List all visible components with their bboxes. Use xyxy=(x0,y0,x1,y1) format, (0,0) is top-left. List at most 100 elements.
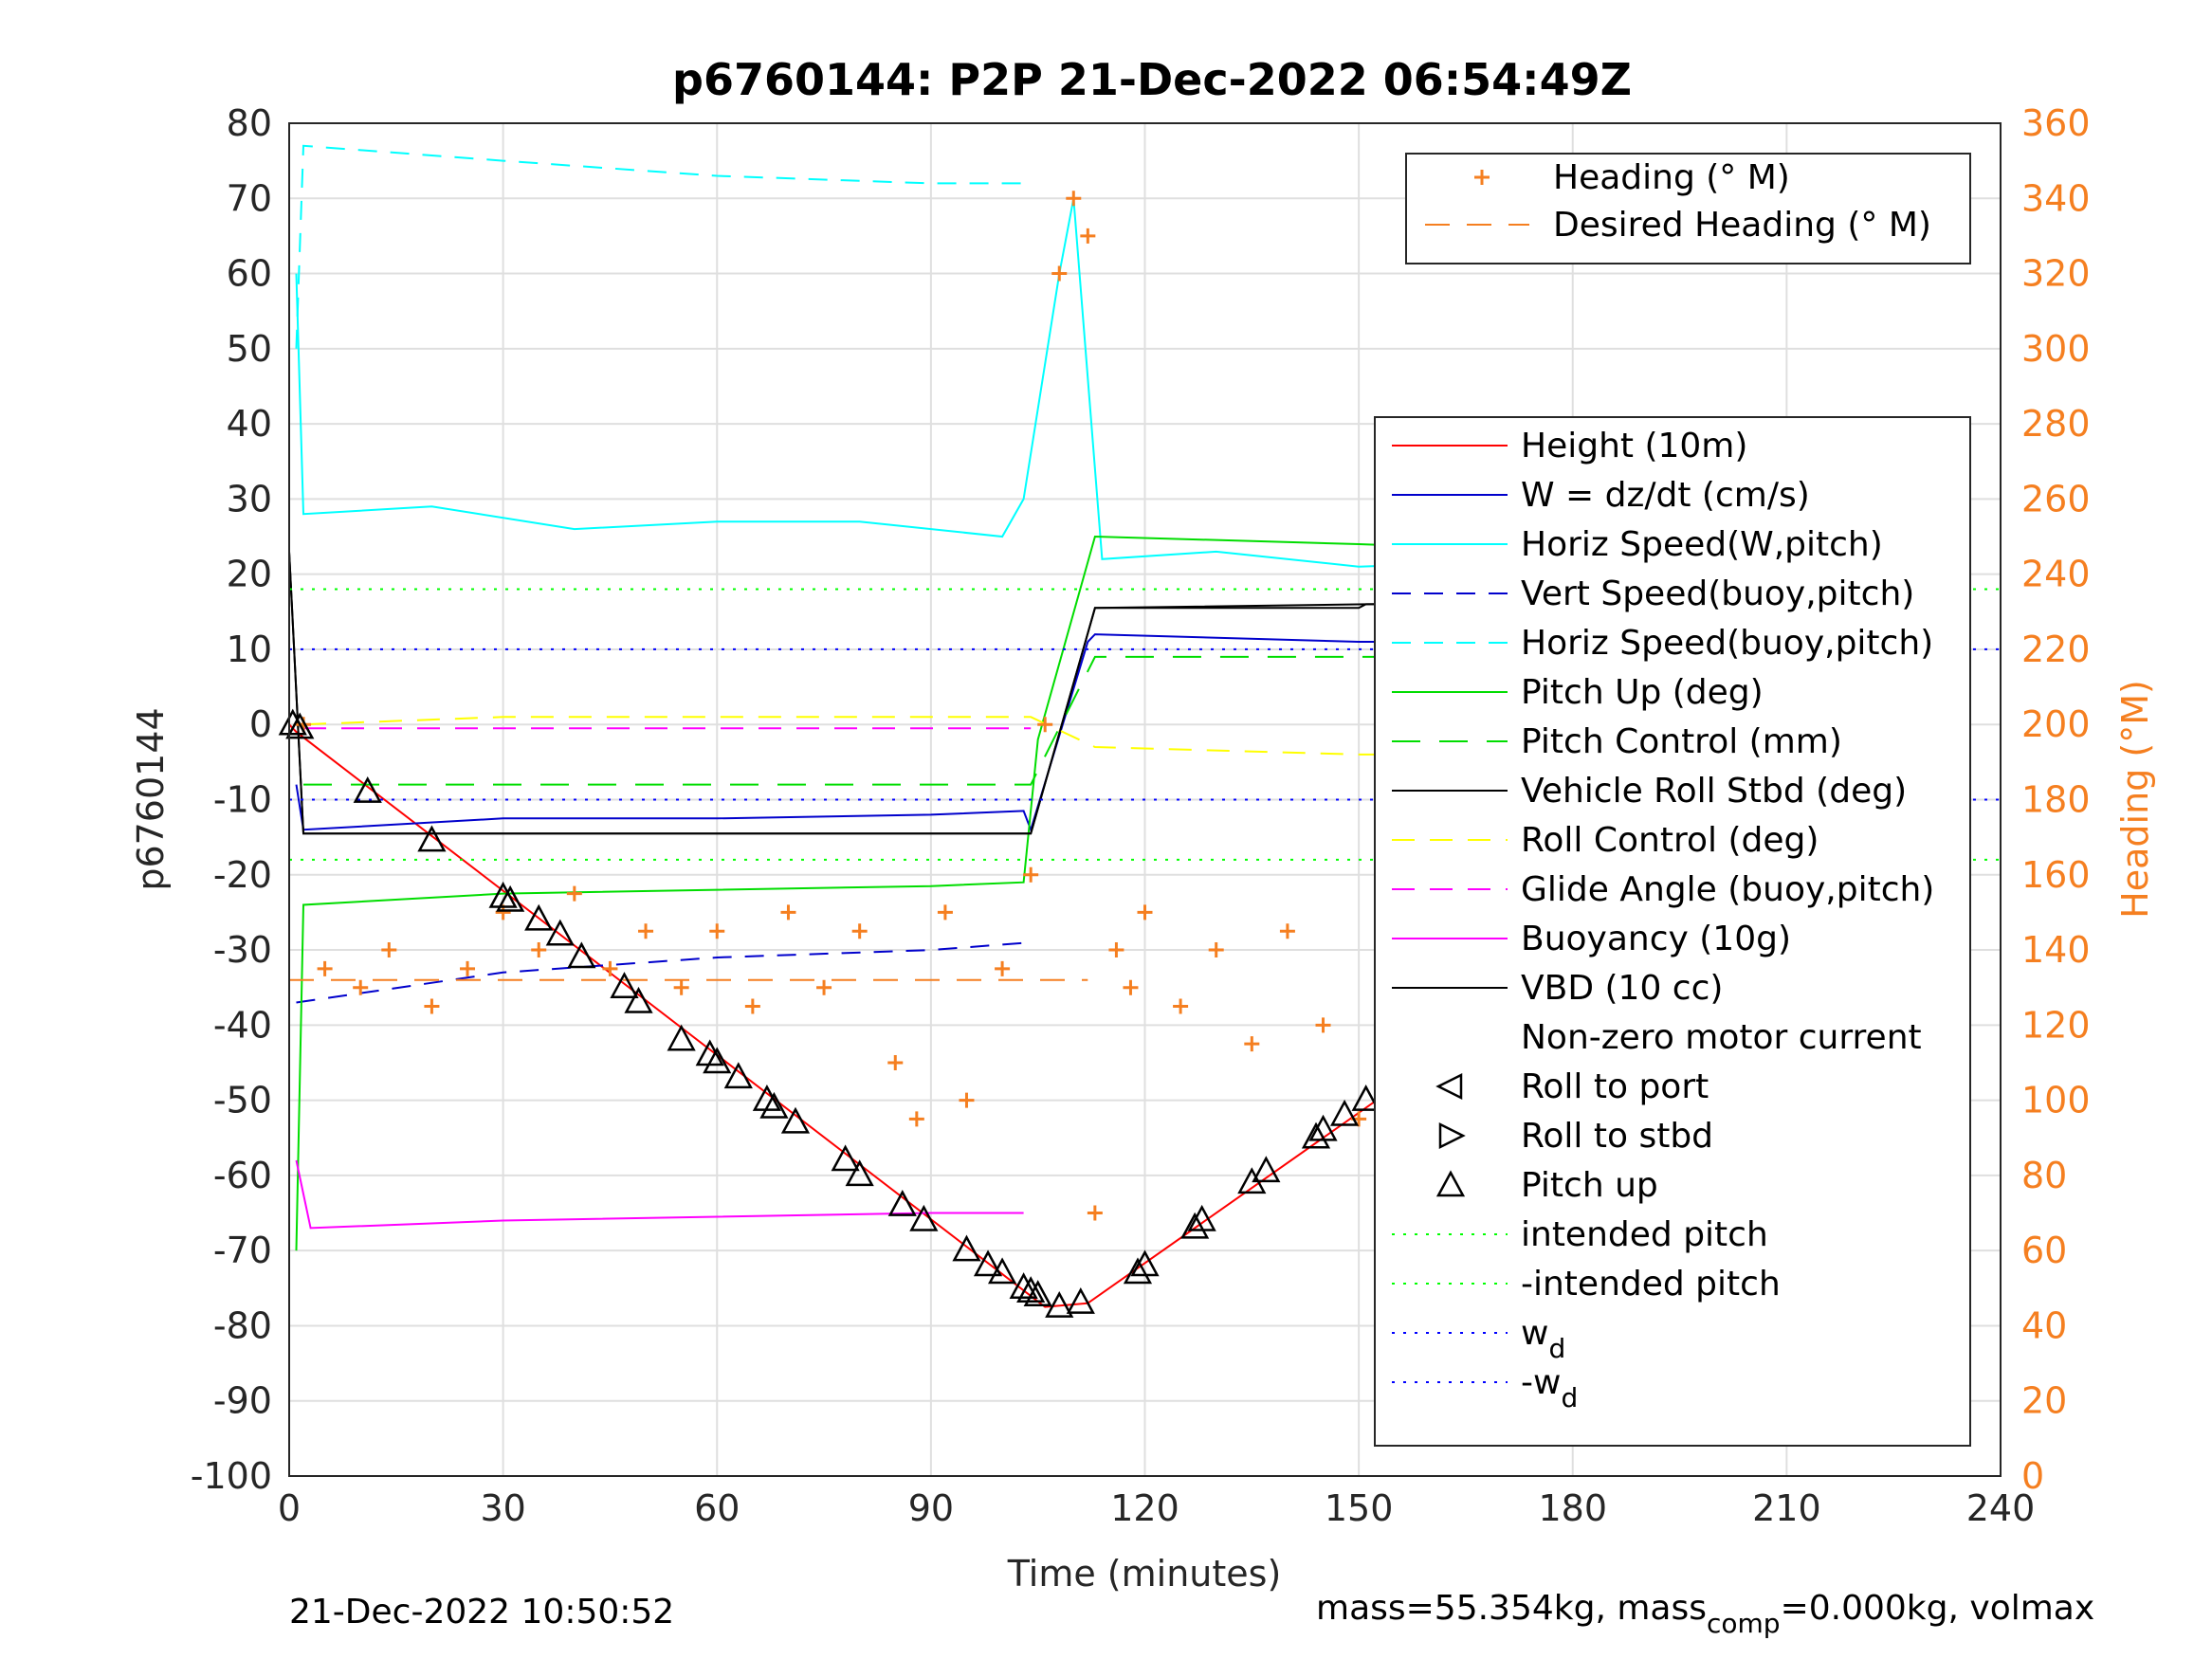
x-tick-label: 150 xyxy=(1325,1487,1394,1529)
right-y-tick-label: 220 xyxy=(2021,629,2091,670)
footer-mass-sub: comp xyxy=(1707,1608,1781,1639)
y-tick-label: 10 xyxy=(227,629,272,670)
legend-main-box xyxy=(1374,416,1971,1447)
footer-mass-a: mass=55.354kg, mass xyxy=(1316,1589,1707,1628)
legend-label-text: -intended pitch xyxy=(1521,1265,1781,1304)
pitch-up-marker xyxy=(703,1047,732,1074)
y-tick-label: 40 xyxy=(227,403,272,445)
chart-title: p6760144: P2P 21-Dec-2022 06:54:49Z xyxy=(672,54,1632,105)
heading-point xyxy=(424,998,440,1014)
legend-label-text: Vehicle Roll Stbd (deg) xyxy=(1521,772,1907,811)
heading-point xyxy=(531,942,547,958)
heading-point xyxy=(816,979,832,995)
series-line-buoyancy-10g xyxy=(295,1159,1024,1230)
legend-label-text: Height (10m) xyxy=(1521,427,1747,465)
heading-point xyxy=(1173,998,1189,1014)
legend-label-text: Pitch Control (mm) xyxy=(1521,722,1842,761)
pitch-up-marker xyxy=(1016,1276,1046,1304)
heading-point xyxy=(1208,942,1224,958)
legend-label: Horiz Speed(buoy,pitch) xyxy=(1521,624,1933,663)
y-tick-label: 0 xyxy=(249,703,272,745)
y-tick-label: 70 xyxy=(227,177,272,219)
legend-heading-label: Desired Heading (° M) xyxy=(1553,206,1931,245)
right-y-tick-label: 280 xyxy=(2021,403,2091,445)
heading-point xyxy=(353,979,369,995)
heading-point xyxy=(317,960,333,976)
right-y-tick-label: 40 xyxy=(2021,1304,2067,1346)
right-y-tick-label: 340 xyxy=(2021,177,2091,219)
legend-label: Roll Control (deg) xyxy=(1521,821,1819,860)
heading-point xyxy=(673,979,689,995)
pitch-up-marker xyxy=(887,1189,917,1216)
legend-label: Vehicle Roll Stbd (deg) xyxy=(1521,772,1907,811)
right-y-tick-label: 200 xyxy=(2021,703,2091,745)
heading-point xyxy=(937,904,953,921)
legend-label-text: VBD (10 cc) xyxy=(1521,969,1723,1008)
pitch-up-marker xyxy=(1009,1272,1038,1300)
legend-label: VBD (10 cc) xyxy=(1521,969,1723,1008)
legend-label: Roll to port xyxy=(1521,1067,1709,1106)
y-tick-label: 20 xyxy=(227,554,272,595)
pitch-up-marker xyxy=(1045,1291,1074,1318)
legend-label-text: Glide Angle (buoy,pitch) xyxy=(1521,870,1934,909)
pitch-up-marker xyxy=(488,881,518,908)
pitch-up-marker xyxy=(759,1091,789,1119)
heading-point xyxy=(744,998,760,1014)
heading-point xyxy=(1315,1017,1331,1033)
heading-point xyxy=(851,923,868,939)
right-y-axis-label: Heading (°M) xyxy=(2114,680,2156,919)
heading-point xyxy=(1023,866,1039,883)
heading-point xyxy=(1108,942,1124,958)
heading-point xyxy=(1066,191,1082,207)
heading-point xyxy=(566,885,582,902)
y-tick-label: -10 xyxy=(213,779,272,821)
x-tick-label: 30 xyxy=(480,1487,525,1529)
footer-timestamp: 21-Dec-2022 10:50:52 xyxy=(289,1593,674,1632)
legend-label-text: Non-zero motor current xyxy=(1521,1018,1922,1057)
x-tick-label: 60 xyxy=(694,1487,740,1529)
x-axis-label: Time (minutes) xyxy=(1007,1553,1282,1595)
pitch-up-marker xyxy=(1066,1287,1095,1314)
legend-label: intended pitch xyxy=(1521,1215,1768,1254)
pitch-up-marker xyxy=(723,1062,753,1089)
pitch-up-marker xyxy=(496,884,525,912)
legend-label-text: W = dz/dt (cm/s) xyxy=(1521,476,1810,515)
legend-label: Pitch up xyxy=(1521,1166,1658,1205)
y-tick-label: 80 xyxy=(227,102,272,144)
series-line-vert-speed-buoy-pitch xyxy=(296,941,1032,1004)
pitch-up-marker xyxy=(1329,1099,1360,1126)
right-y-tick-label: 120 xyxy=(2021,1004,2091,1046)
legend-label: Horiz Speed(W,pitch) xyxy=(1521,525,1883,564)
y-tick-label: -40 xyxy=(213,1004,272,1046)
pitch-up-marker xyxy=(417,825,447,852)
heading-point xyxy=(638,923,654,939)
y-tick-label: -60 xyxy=(213,1155,272,1196)
x-tick-labels: 0 30 60 90 120 150 180 210 240 xyxy=(278,1487,2035,1529)
pitch-up-marker xyxy=(624,986,653,1013)
legend-label-text: Roll to stbd xyxy=(1521,1117,1713,1156)
legend-label: wd xyxy=(1521,1314,1565,1364)
right-y-tick-label: 240 xyxy=(2021,554,2091,595)
legend-label: Non-zero motor current xyxy=(1521,1018,1922,1057)
pitch-up-marker xyxy=(831,1144,860,1172)
legend-label-subscript: d xyxy=(1548,1333,1565,1364)
plot-frame xyxy=(288,122,2002,1477)
x-tick-label: 120 xyxy=(1110,1487,1179,1529)
y-tick-label: -50 xyxy=(213,1080,272,1121)
pitch-up-marker xyxy=(1308,1114,1338,1141)
pitch-up-marker xyxy=(1351,1084,1380,1111)
pitch-up-marker xyxy=(667,1024,696,1051)
legend-label: Pitch Control (mm) xyxy=(1521,722,1842,761)
legend-label: Vert Speed(buoy,pitch) xyxy=(1521,574,1914,613)
legend-label: Buoyancy (10g) xyxy=(1521,920,1791,958)
pitch-up-marker xyxy=(610,972,639,998)
pitch-up-marker xyxy=(1123,1257,1153,1285)
x-tick-label: 210 xyxy=(1752,1487,1821,1529)
pitch-up-marker xyxy=(1301,1121,1331,1149)
legend-heading-marker xyxy=(1474,170,1490,185)
legend-label: Pitch Up (deg) xyxy=(1521,673,1764,712)
heading-point xyxy=(1051,265,1068,282)
legend-label-text: Horiz Speed(W,pitch) xyxy=(1521,525,1883,564)
pitch-up-marker xyxy=(909,1204,939,1231)
right-y-tick-label: 140 xyxy=(2021,929,2091,971)
